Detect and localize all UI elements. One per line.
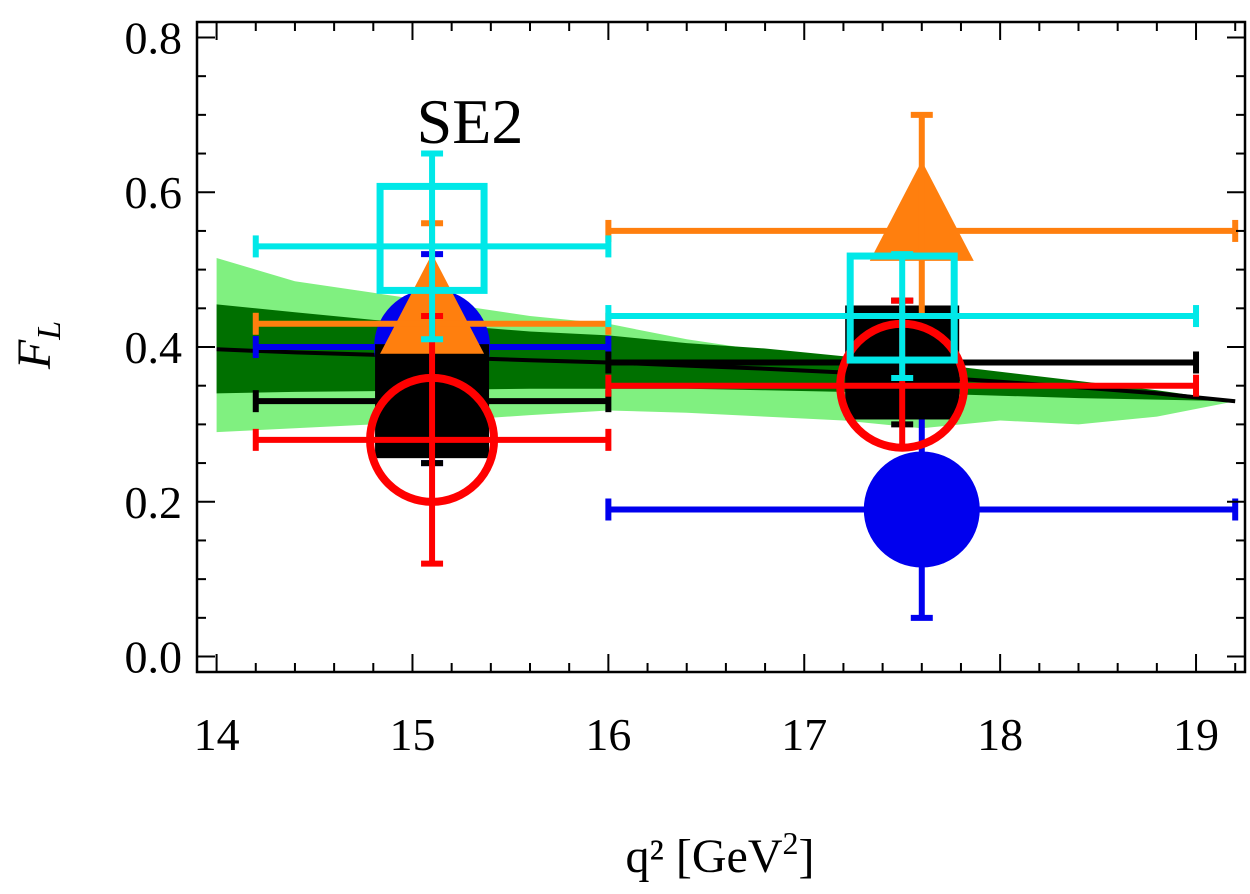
cyan-open-square-1-marker [376, 182, 488, 294]
y-axis-title: FL [8, 321, 68, 370]
data-markers [252, 111, 1239, 621]
x-tick-label: 15 [389, 709, 435, 760]
axes-frame [195, 20, 1247, 674]
y-axis-title-main: F [8, 339, 61, 370]
y-tick-label: 0.2 [125, 477, 183, 528]
x-axis-title: q² [GeV2] [626, 825, 815, 883]
x-tick-label: 19 [1173, 709, 1219, 760]
y-tick-label: 0.6 [125, 167, 183, 218]
cyan-open-square-2-marker [846, 252, 958, 364]
y-tick-label: 0.4 [125, 322, 183, 373]
x-tick-label: 16 [585, 709, 631, 760]
y-axis-title-sub: L [31, 321, 68, 341]
panel-label: SE2 [417, 86, 524, 157]
x-tick-label: 18 [977, 709, 1023, 760]
y-tick-label: 0.8 [125, 12, 183, 63]
red-circle-1-marker [366, 373, 499, 506]
x-tick-label: 17 [781, 709, 827, 760]
series-cyan-open-square [252, 150, 1200, 381]
x-axis-title-close: ] [799, 830, 815, 883]
x-axis-title-main: q² [GeV [626, 830, 783, 883]
tick-labels: 14 15 16 17 18 19 0.0 0.2 0.4 0.6 0.8 [125, 12, 1220, 760]
x-axis-title-sup: 2 [783, 825, 799, 861]
x-tick-label: 14 [194, 709, 240, 760]
y-tick-label: 0.0 [125, 632, 183, 683]
